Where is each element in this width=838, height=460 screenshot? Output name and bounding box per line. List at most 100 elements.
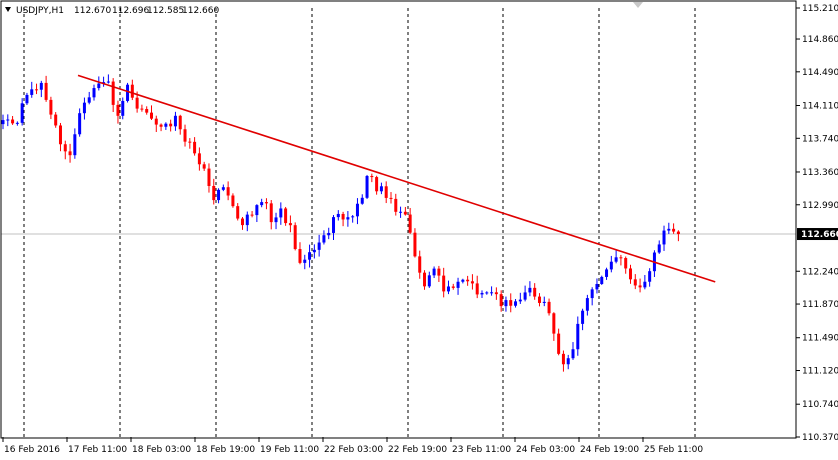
candle-body xyxy=(571,349,575,359)
price-axis-label: 113.360 xyxy=(802,168,838,178)
header-low: 112.585 xyxy=(147,6,184,16)
candle-body xyxy=(638,285,642,288)
candle xyxy=(87,91,91,105)
candle xyxy=(533,283,537,300)
plot-frame xyxy=(0,0,797,439)
candle xyxy=(633,274,637,290)
candle xyxy=(15,121,19,126)
price-axis-label: 114.860 xyxy=(802,35,838,45)
candle xyxy=(355,198,359,225)
candle-body xyxy=(662,230,666,245)
candle xyxy=(494,287,498,300)
candle-body xyxy=(399,211,403,213)
candle xyxy=(149,105,153,120)
candle xyxy=(638,278,642,293)
header-open: 112.670 xyxy=(74,6,111,16)
candle xyxy=(595,278,599,294)
candle-body xyxy=(221,187,225,190)
candle-body xyxy=(73,134,77,156)
candle-body xyxy=(446,286,450,292)
candle-body xyxy=(504,300,508,307)
symbol-menu-triangle-icon[interactable] xyxy=(5,7,11,12)
candle xyxy=(547,298,551,316)
candle xyxy=(116,100,120,124)
header-high: 112.696 xyxy=(112,6,149,16)
candle xyxy=(197,147,201,171)
candle-body xyxy=(557,333,561,354)
candle-body xyxy=(82,102,86,114)
candle-body xyxy=(68,151,72,156)
candle xyxy=(600,275,604,285)
candle-body xyxy=(609,261,613,270)
candle-body xyxy=(322,235,326,243)
candle xyxy=(35,83,39,95)
candle-body xyxy=(475,283,479,295)
price-axis: 115.210 114.860 114.490 114.110 113.740 113.3… xyxy=(796,4,838,443)
candle-body xyxy=(542,301,546,303)
price-axis-label: 113.740 xyxy=(802,134,838,144)
candle-body xyxy=(408,214,412,233)
candle-body xyxy=(63,144,67,152)
candle-body xyxy=(145,108,149,113)
trendline[interactable] xyxy=(77,74,716,283)
candle xyxy=(169,119,173,132)
candle xyxy=(145,106,149,115)
candle-body xyxy=(667,228,671,231)
time-axis-label: 18 Feb 19:00 xyxy=(196,445,255,455)
candle xyxy=(360,194,364,205)
candle xyxy=(624,256,628,274)
candle-body xyxy=(394,198,398,212)
candle-body xyxy=(418,256,422,273)
candle-body xyxy=(576,323,580,350)
time-axis-label: 24 Feb 03:00 xyxy=(516,445,575,455)
price-axis-label: 111.870 xyxy=(802,300,838,310)
time-axis-label: 23 Feb 11:00 xyxy=(452,445,511,455)
candle-body xyxy=(561,353,565,365)
candle-body xyxy=(648,271,652,282)
candle xyxy=(260,198,264,208)
candle xyxy=(6,114,10,127)
candle xyxy=(480,290,484,298)
candle-body xyxy=(106,81,110,83)
candle-body xyxy=(375,177,379,192)
candle-body xyxy=(317,242,321,250)
candle xyxy=(255,204,259,223)
candle-body xyxy=(365,176,369,198)
candle-body xyxy=(116,104,120,116)
price-axis-label: 112.240 xyxy=(802,267,838,277)
chart-shift-marker-icon[interactable] xyxy=(633,2,643,8)
candle xyxy=(284,206,288,226)
candle xyxy=(523,285,527,302)
candle xyxy=(571,342,575,360)
candle xyxy=(437,265,441,282)
candle xyxy=(370,173,374,183)
candle-body xyxy=(207,168,211,186)
candle-body xyxy=(25,94,29,104)
candle-body xyxy=(600,276,604,284)
candle xyxy=(202,161,206,171)
time-axis-label: 16 Feb 2016 xyxy=(4,445,60,455)
candle-body xyxy=(360,197,364,204)
candle-body xyxy=(279,208,283,218)
candle-body xyxy=(173,115,177,127)
candle-body xyxy=(111,81,115,105)
candle xyxy=(561,350,565,372)
candle xyxy=(528,281,532,297)
candle-body xyxy=(628,268,632,280)
candle-body xyxy=(427,275,431,287)
candle-body xyxy=(437,268,441,276)
candle-body xyxy=(384,186,388,198)
candle xyxy=(140,104,144,112)
price-axis-label: 110.740 xyxy=(802,400,838,410)
candle-body xyxy=(490,292,494,294)
candle xyxy=(250,211,254,218)
candle xyxy=(63,140,67,160)
candle xyxy=(351,215,355,223)
candle-body xyxy=(44,82,48,100)
candle-body xyxy=(633,279,637,286)
candle-body xyxy=(236,206,240,219)
candle-body xyxy=(169,123,173,127)
candle xyxy=(451,283,455,290)
